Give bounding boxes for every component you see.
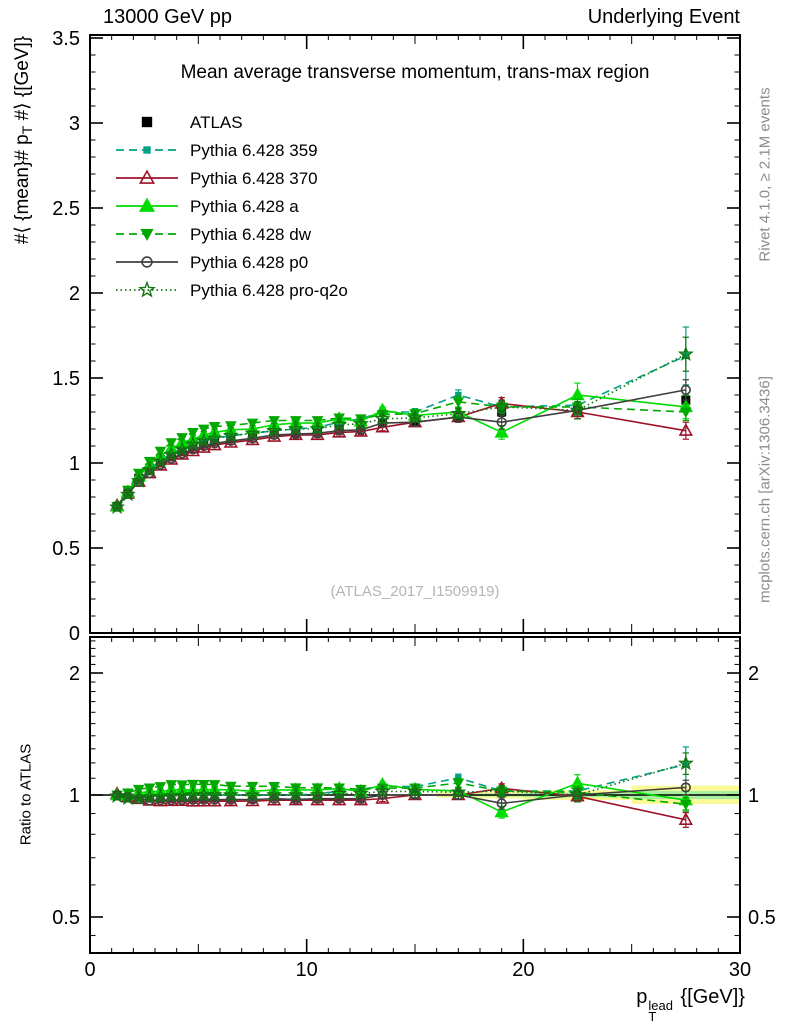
tick-label: 20 — [512, 959, 534, 981]
tick-label: 2 — [69, 283, 80, 305]
legend-label: Pythia 6.428 a — [190, 197, 299, 216]
tick-label: 0 — [69, 623, 80, 645]
axis-tick-labels: 00.511.522.533.50.5 0.51 12 20 10 20 30 — [52, 28, 776, 981]
legend-row-pythia-6-428-359: Pythia 6.428 359 — [116, 141, 318, 160]
legend-row-pythia-6-428-370: Pythia 6.428 370 — [116, 169, 318, 188]
legend-label: Pythia 6.428 pro-q2o — [190, 281, 348, 300]
legend-row-pythia-6-428-a: Pythia 6.428 a — [116, 197, 299, 216]
series-pythia-6-428-370-ratio — [109, 780, 693, 828]
analysis-id-watermark: (ATLAS_2017_I1509919) — [330, 583, 500, 600]
mcplots-reference-note: mcplots.cern.ch [arXiv:1306.3436] — [756, 376, 774, 603]
panel-frames — [89, 34, 741, 954]
rivet-version-note: Rivet 4.1.0, ≥ 2.1M events — [756, 87, 774, 262]
tick-label: 3 — [69, 113, 80, 135]
series-pythia-6-428-pro-q2o-ratio — [109, 752, 694, 806]
legend-label: Pythia 6.428 370 — [190, 169, 318, 188]
header-beam-energy: 13000 GeV pp — [103, 6, 232, 28]
tick-label: 1.5 — [52, 368, 80, 390]
legend-label: Pythia 6.428 dw — [190, 225, 312, 244]
legend-label: Pythia 6.428 359 — [190, 141, 318, 160]
tick-label: 1 — [69, 785, 80, 807]
tick-label: 1 — [69, 453, 80, 475]
axis-ticks — [89, 35, 741, 953]
legend-row-pythia-6-428-pro-q2o: Pythia 6.428 pro-q2o — [116, 280, 348, 300]
tick-label: 2 — [748, 663, 759, 685]
legend-row-atlas: ATLAS — [141, 113, 243, 132]
tick-label: 30 — [729, 959, 751, 981]
tick-label: 2 — [69, 663, 80, 685]
x-axis-label: p lead T {[GeV]} — [636, 986, 745, 1024]
plot-title: Mean average transverse momentum, trans-… — [180, 62, 650, 83]
tick-label: 0 — [84, 959, 95, 981]
tick-label: 1 — [748, 785, 759, 807]
ylabel-subscript: T — [19, 125, 35, 135]
series-pythia-6-428-pro-q2o-main — [109, 336, 694, 514]
legend-label: Pythia 6.428 p0 — [190, 253, 308, 272]
tick-label: 0.5 — [52, 538, 80, 560]
series-pythia-6-428-p0-main — [111, 379, 691, 512]
ratio-y-axis-label: Ratio to ATLAS — [17, 743, 35, 846]
tick-label: 2.5 — [52, 198, 80, 220]
header-analysis-group: Underlying Event — [587, 6, 740, 28]
tick-label: 0.5 — [52, 907, 80, 929]
tick-label: 10 — [296, 959, 318, 981]
tick-label: 3.5 — [52, 28, 80, 50]
legend-row-pythia-6-428-p0: Pythia 6.428 p0 — [116, 253, 308, 272]
tick-label: 0.5 — [748, 907, 776, 929]
legend: ATLAS Pythia 6.428 359 Pythia 6.428 370 Pyt… — [116, 113, 348, 300]
legend-row-pythia-6-428-dw: Pythia 6.428 dw — [116, 225, 312, 244]
main-y-axis-label: #⟨ {mean}# pT #⟩ {[GeV]} — [12, 35, 35, 245]
xlabel-sup-sub-stack: lead T — [648, 998, 673, 1024]
legend-label: ATLAS — [190, 113, 243, 132]
